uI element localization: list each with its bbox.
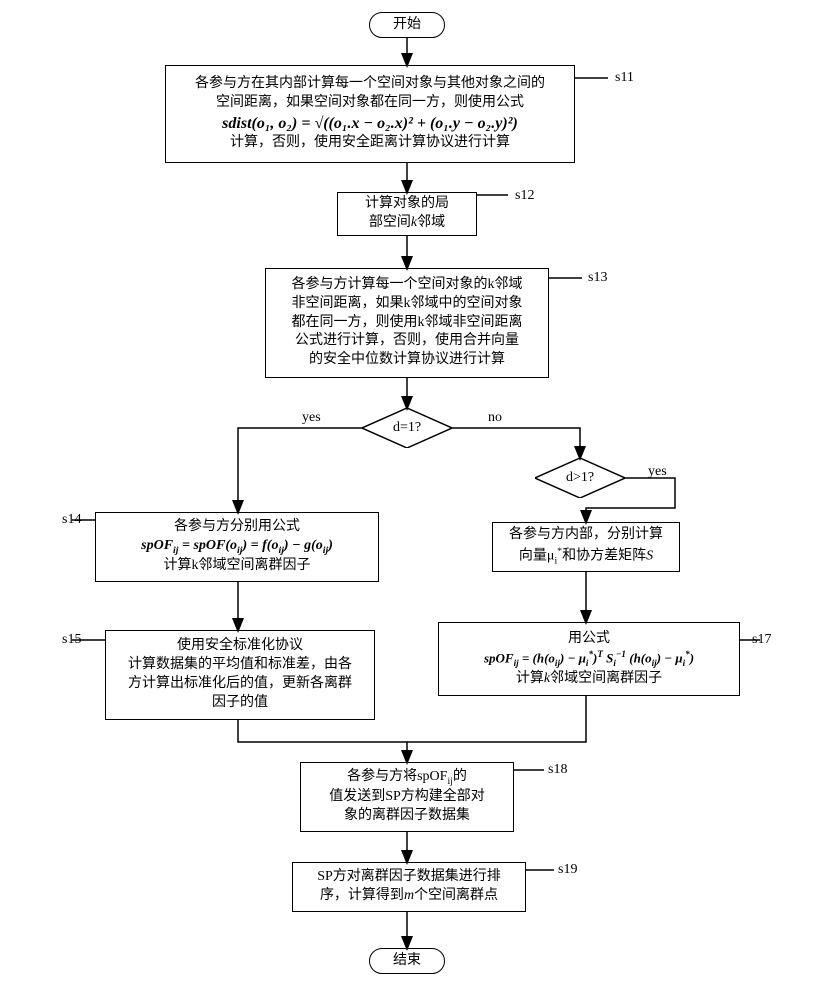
d2-label: d>1? [535,458,625,498]
s14-formula: spOFij = spOF(oij) = f(oij) − g(oij) [141,537,333,557]
s18-line1: 各参与方将spOFij的 [347,768,467,788]
step-s19: SP方对离群因子数据集进行排 序，计算得到m个空间离群点 [292,862,526,912]
s11-formula: sdist(o₁, o₂) = √((o₁.x − o₂.x)² + (o₁.y… [222,113,518,135]
s12-tag: s12 [515,188,534,204]
s15-tag: s15 [62,632,81,648]
step-s11: 各参与方在其内部计算每一个空间对象与其他对象之间的 空间距离，如果空间对象都在同… [165,65,575,163]
step-s12: 计算对象的局 部空间k邻域 [337,192,477,236]
decision-d2: d>1? [535,458,625,498]
d1-no: no [488,410,502,426]
start-label: 开始 [393,16,421,35]
s13-tag: s13 [588,270,607,286]
s17-tag: s17 [752,632,771,648]
s14-line3: 计算k邻域空间离群因子 [164,557,311,576]
s13-line4: 公式进行计算，否则，使用合并向量 [295,332,519,351]
step-s13: 各参与方计算每一个空间对象的k邻域 非空间距离，如果k邻域中的空间对象 都在同一… [265,268,549,378]
s14-line1: 各参与方分别用公式 [174,518,300,537]
start-terminal: 开始 [369,12,445,38]
s11-line1: 各参与方在其内部计算每一个空间对象与其他对象之间的 [195,75,545,94]
s18-tag: s18 [548,762,567,778]
s17-formula: spOFij = (h(oij) − μi*)T Si−1 (h(oij) − … [484,648,694,669]
s16-line2: 向量μi*和协方差矩阵S [519,545,653,568]
s18-line2: 值发送到SP方构建全部对 [329,788,485,807]
s11-tag: s11 [615,70,634,86]
s19-line1: SP方对离群因子数据集进行排 [317,868,501,887]
s17-line3: 计算k邻域空间离群因子 [516,670,662,689]
s15-line2: 计算数据集的平均值和标准差，由各 [128,656,352,675]
step-s17: 用公式 spOFij = (h(oij) − μi*)T Si−1 (h(oij… [438,622,740,696]
s12-line1: 计算对象的局 [365,195,449,214]
s15-line4: 因子的值 [212,694,268,713]
s15-line1: 使用安全标准化协议 [177,637,303,656]
s12-line2: 部空间k邻域 [369,214,445,233]
d1-yes: yes [302,410,321,426]
s11-line2: 空间距离，如果空间对象都在同一方，则使用公式 [216,94,524,113]
s18-line3: 象的离群因子数据集 [344,807,470,826]
s13-line1: 各参与方计算每一个空间对象的k邻域 [292,276,523,295]
s11-line4: 计算，否则，使用安全距离计算协议进行计算 [230,134,510,153]
s13-line2: 非空间距离，如果k邻域中的空间对象 [292,295,523,314]
decision-d1: d=1? [362,408,452,448]
s19-tag: s19 [558,862,577,878]
s14-tag: s14 [62,512,81,528]
s15-line3: 方计算出标准化后的值，更新各离群 [128,675,352,694]
d2-yes: yes [648,464,667,480]
d1-label: d=1? [362,408,452,448]
s17-line1: 用公式 [568,630,610,649]
step-s16: 各参与方内部，分别计算 向量μi*和协方差矩阵S [492,522,680,572]
step-s15: 使用安全标准化协议 计算数据集的平均值和标准差，由各 方计算出标准化后的值，更新… [105,630,375,720]
s13-line3: 都在同一方，则使用k邻域非空间距离 [292,314,523,333]
end-terminal: 结束 [369,948,445,974]
step-s14: 各参与方分别用公式 spOFij = spOF(oij) = f(oij) − … [95,512,379,582]
step-s18: 各参与方将spOFij的 值发送到SP方构建全部对 象的离群因子数据集 [300,762,514,832]
s13-line5: 的安全中位数计算协议进行计算 [309,351,505,370]
s19-line2: 序，计算得到m个空间离群点 [320,887,498,906]
end-label: 结束 [393,952,421,971]
s16-line1: 各参与方内部，分别计算 [509,526,663,545]
